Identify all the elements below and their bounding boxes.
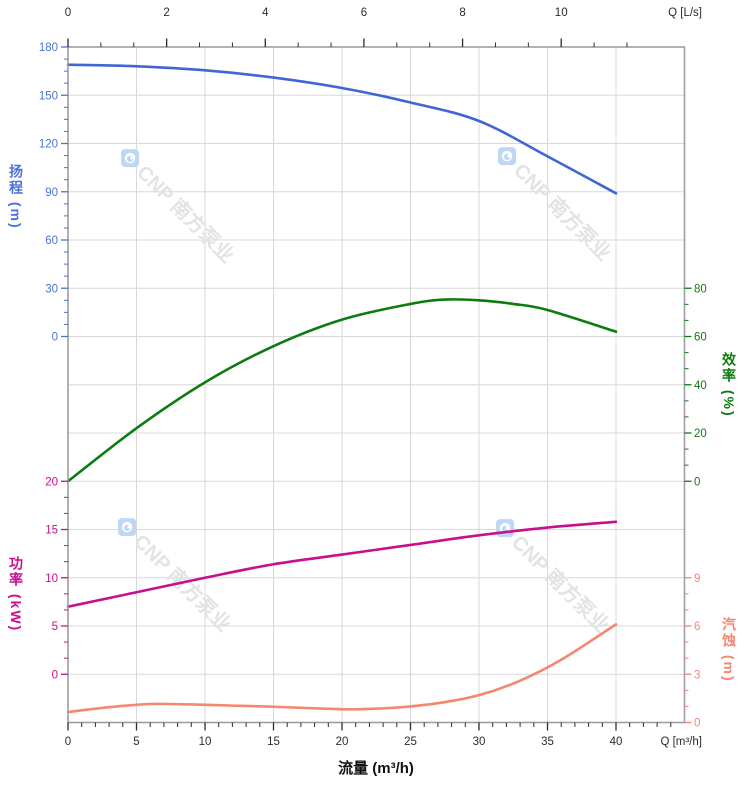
efficiency-tick-label: 0 [694,476,700,488]
head-tick-label: 180 [39,42,58,54]
bottom-axis: 0 5 10 15 20 25 30 35 40 Q [m³/h] [65,722,702,748]
power-tick-label: 15 [45,525,58,537]
power-tick-label: 10 [45,573,58,585]
power-axis: 20 15 10 5 0 [45,476,68,681]
watermark: CNP 南方泵业 [118,518,236,636]
efficiency-axis-title: 效率 (%) [721,352,737,418]
top-axis-tick-label: 0 [65,7,71,19]
bottom-axis-tick-label: 10 [199,736,212,748]
top-axis-tick-label: 2 [163,7,169,19]
watermark-text: CNP 南方泵业 [132,160,239,267]
bottom-axis-tick-label: 20 [336,736,349,748]
npsh-tick-label: 3 [694,669,700,681]
efficiency-tick-label: 20 [694,428,707,440]
efficiency-axis: 80 60 40 20 0 [684,283,707,488]
top-axis-tick-label: 10 [555,7,568,19]
efficiency-tick-label: 40 [694,380,707,392]
head-tick-label: 150 [39,90,58,102]
cnp-logo-icon [121,149,140,168]
cnp-logo-icon [118,518,137,537]
head-tick-label: 60 [45,235,58,247]
bottom-axis-tick-label: 0 [65,736,71,748]
bottom-axis-tick-label: 40 [610,736,623,748]
power-tick-label: 0 [52,669,58,681]
top-axis-unit-label: Q [L/s] [668,7,702,19]
power-axis-title: 功率 (kW) [8,556,24,633]
head-tick-label: 30 [45,283,58,295]
grid-lines [68,47,685,723]
bottom-axis-tick-label: 15 [267,736,280,748]
bottom-axis-tick-label: 25 [404,736,417,748]
npsh-tick-label: 6 [694,621,700,633]
head-tick-label: 0 [52,332,58,344]
top-axis-tick-label: 6 [361,7,367,19]
bottom-axis-tick-label: 5 [133,736,139,748]
head-tick-label: 120 [39,139,58,151]
watermark-text: CNP 南方泵业 [507,530,614,637]
efficiency-curve [66,298,618,483]
npsh-tick-label: 0 [694,718,700,730]
power-tick-label: 5 [52,621,58,633]
top-axis-tick-label: 8 [459,7,465,19]
cnp-logo-icon [498,147,517,166]
top-axis: 0 2 4 6 8 10 Q [L/s] [65,7,702,47]
power-curve [66,520,618,608]
flow-axis-title: 流量 (m³/h) [338,760,414,777]
watermark: CNP 南方泵业 [498,147,616,265]
top-axis-tick-label: 4 [262,7,269,19]
watermark: CNP 南方泵业 [121,149,239,267]
power-tick-label: 20 [45,476,58,488]
bottom-axis-tick-label: 30 [473,736,486,748]
watermark-text: CNP 南方泵业 [509,158,616,265]
npsh-axis: 9 6 3 0 [684,573,700,730]
head-axis-title: 扬程 (m) [8,164,24,230]
bottom-axis-unit-label: Q [m³/h] [660,736,702,748]
npsh-axis-title: 汽蚀 (m) [721,617,737,683]
npsh-curve [66,623,618,714]
efficiency-tick-label: 80 [694,283,707,295]
head-curve [66,63,618,195]
head-tick-label: 90 [45,187,58,199]
bottom-axis-tick-label: 35 [541,736,554,748]
efficiency-tick-label: 60 [694,332,707,344]
head-axis: 180 150 120 90 60 30 0 [39,42,68,344]
npsh-tick-label: 9 [694,573,700,585]
